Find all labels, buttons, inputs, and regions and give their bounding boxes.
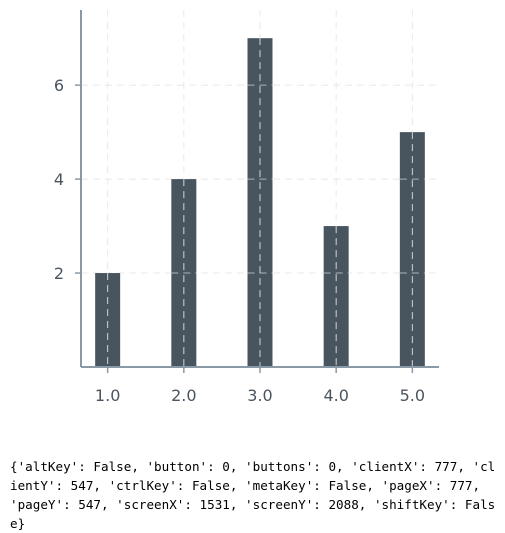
x-tick-label-1: 2.0 (171, 386, 196, 405)
bar-chart: 2 4 6 1.0 2.0 3.0 4.0 5.0 (54, 10, 439, 405)
y-tick-label-1: 4 (54, 170, 64, 189)
y-tick-label-2: 6 (54, 76, 64, 95)
tick-labels: 2 4 6 1.0 2.0 3.0 4.0 5.0 (54, 76, 425, 405)
mouse-event-log: {'altKey': False, 'button': 0, 'buttons'… (10, 459, 496, 531)
axes (75, 10, 439, 373)
x-tick-label-4: 5.0 (400, 386, 425, 405)
bar-5.0 (399, 132, 425, 367)
x-tick-label-2: 3.0 (247, 386, 272, 405)
bar-4.0 (323, 226, 349, 367)
x-tick-label-3: 4.0 (323, 386, 348, 405)
x-tick-label-0: 1.0 (95, 386, 120, 405)
bar-overlay-grid-lines (107, 38, 425, 367)
y-tick-label-0: 2 (54, 264, 64, 283)
